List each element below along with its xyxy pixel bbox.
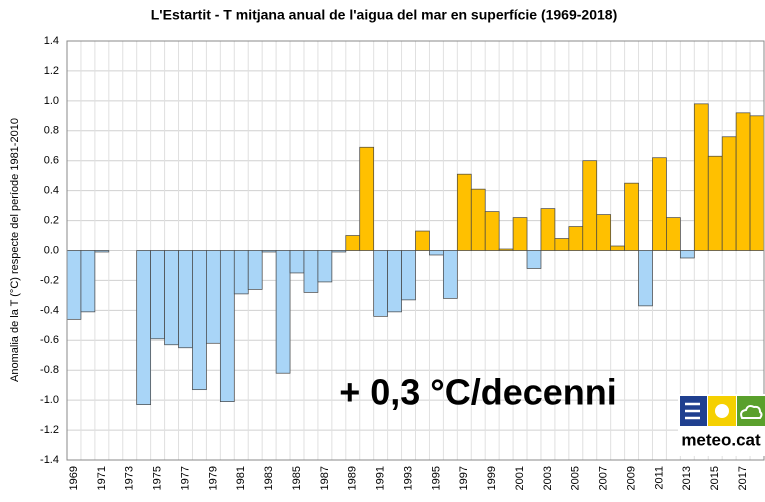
bar xyxy=(610,245,625,251)
bar xyxy=(735,112,751,251)
bar xyxy=(707,155,723,251)
bar xyxy=(192,250,207,391)
bar xyxy=(624,182,639,251)
x-tick-label: 1993 xyxy=(402,466,414,490)
y-axis-label: Anomalia de la T (°C) respecte del perío… xyxy=(9,118,21,382)
y-tick-label: -1.0 xyxy=(40,394,59,406)
x-tick-label: 1991 xyxy=(375,466,387,490)
x-tick-label: 2001 xyxy=(514,466,526,490)
bar xyxy=(80,250,96,313)
bar xyxy=(693,103,709,251)
bar xyxy=(345,235,361,251)
bar xyxy=(680,250,695,259)
bar xyxy=(652,157,667,251)
logo: meteo.cat xyxy=(678,394,765,456)
y-tick-label: 1.2 xyxy=(44,65,59,77)
x-tick-label: 1981 xyxy=(235,466,247,490)
logo-icon xyxy=(715,404,729,418)
bar xyxy=(484,211,500,251)
x-tick-label: 1997 xyxy=(458,466,470,490)
x-tick-label: 1999 xyxy=(486,466,498,490)
x-tick-label: 2009 xyxy=(625,466,637,490)
bar xyxy=(526,250,542,269)
y-tick-label: -1.4 xyxy=(40,454,59,466)
bar xyxy=(540,208,556,251)
bar xyxy=(443,250,458,299)
x-tick-label: 1987 xyxy=(319,466,331,490)
bar xyxy=(721,136,737,251)
x-tick-label: 2015 xyxy=(709,466,721,490)
bar xyxy=(261,250,277,253)
bars xyxy=(66,103,765,405)
y-tick-label: 0.4 xyxy=(44,185,59,197)
y-tick-label: 1.0 xyxy=(44,95,59,107)
bar xyxy=(429,250,444,256)
y-tick-label: 0.2 xyxy=(44,214,59,226)
bar xyxy=(401,250,416,301)
bar xyxy=(749,115,765,251)
bar xyxy=(275,250,291,374)
y-tick-label: 0.8 xyxy=(44,125,59,137)
bar xyxy=(596,214,612,251)
y-tick-label: -0.6 xyxy=(40,334,59,346)
x-tick-label: 2007 xyxy=(598,466,610,490)
x-tick-label: 1979 xyxy=(207,466,219,490)
bar xyxy=(331,250,347,253)
x-tick-label: 1969 xyxy=(68,466,80,490)
bar xyxy=(498,248,514,251)
x-tick-label: 1977 xyxy=(179,466,191,490)
bar xyxy=(638,250,653,307)
chart-title: L'Estartit - T mitjana anual de l'aigua … xyxy=(151,7,617,23)
bar xyxy=(178,250,193,349)
x-tick-label: 2017 xyxy=(737,466,749,490)
y-tick-label: -1.2 xyxy=(40,424,59,436)
bar xyxy=(136,250,151,405)
x-tick-label: 2013 xyxy=(681,466,693,490)
bar xyxy=(666,217,681,251)
bar xyxy=(233,250,249,295)
bar xyxy=(206,250,221,344)
bar xyxy=(359,146,375,251)
bar xyxy=(512,217,528,251)
y-tick-label: -0.4 xyxy=(40,304,59,316)
x-tick-label: 1975 xyxy=(152,466,164,490)
x-tick-label: 1973 xyxy=(124,466,136,490)
x-tick-label: 1983 xyxy=(263,466,275,490)
bar xyxy=(94,250,110,253)
bar xyxy=(66,250,82,320)
x-tick-label: 2003 xyxy=(542,466,554,490)
bar xyxy=(247,250,263,290)
logo-icon xyxy=(740,405,763,419)
annotation: + 0,3 °C/decenni xyxy=(339,372,617,413)
bar xyxy=(456,173,472,251)
x-tick-label: 1995 xyxy=(430,466,442,490)
y-tick-label: -0.2 xyxy=(40,274,59,286)
y-tick-label: 0.6 xyxy=(44,155,59,167)
bar xyxy=(568,226,584,251)
bar xyxy=(219,250,235,402)
bar xyxy=(415,230,430,251)
bar xyxy=(150,250,165,340)
x-tick-label: 1985 xyxy=(291,466,303,490)
logo-text: meteo.cat xyxy=(681,430,761,449)
x-tick-label: 2005 xyxy=(570,466,582,490)
y-tick-label: 0.0 xyxy=(44,244,59,256)
bar xyxy=(164,250,179,346)
x-tick-label: 1989 xyxy=(347,466,359,490)
bar xyxy=(470,188,486,251)
bar xyxy=(289,250,305,274)
plot-frame xyxy=(66,40,765,461)
bar xyxy=(582,160,598,251)
x-tick-label: 1971 xyxy=(96,466,108,490)
bar xyxy=(554,238,570,251)
bar xyxy=(387,250,402,313)
x-tick-label: 2011 xyxy=(653,466,665,490)
y-tick-label: -0.8 xyxy=(40,364,59,376)
y-tick-label: 1.4 xyxy=(44,35,59,47)
bar xyxy=(373,250,388,317)
bar xyxy=(303,250,319,293)
bar xyxy=(317,250,333,283)
